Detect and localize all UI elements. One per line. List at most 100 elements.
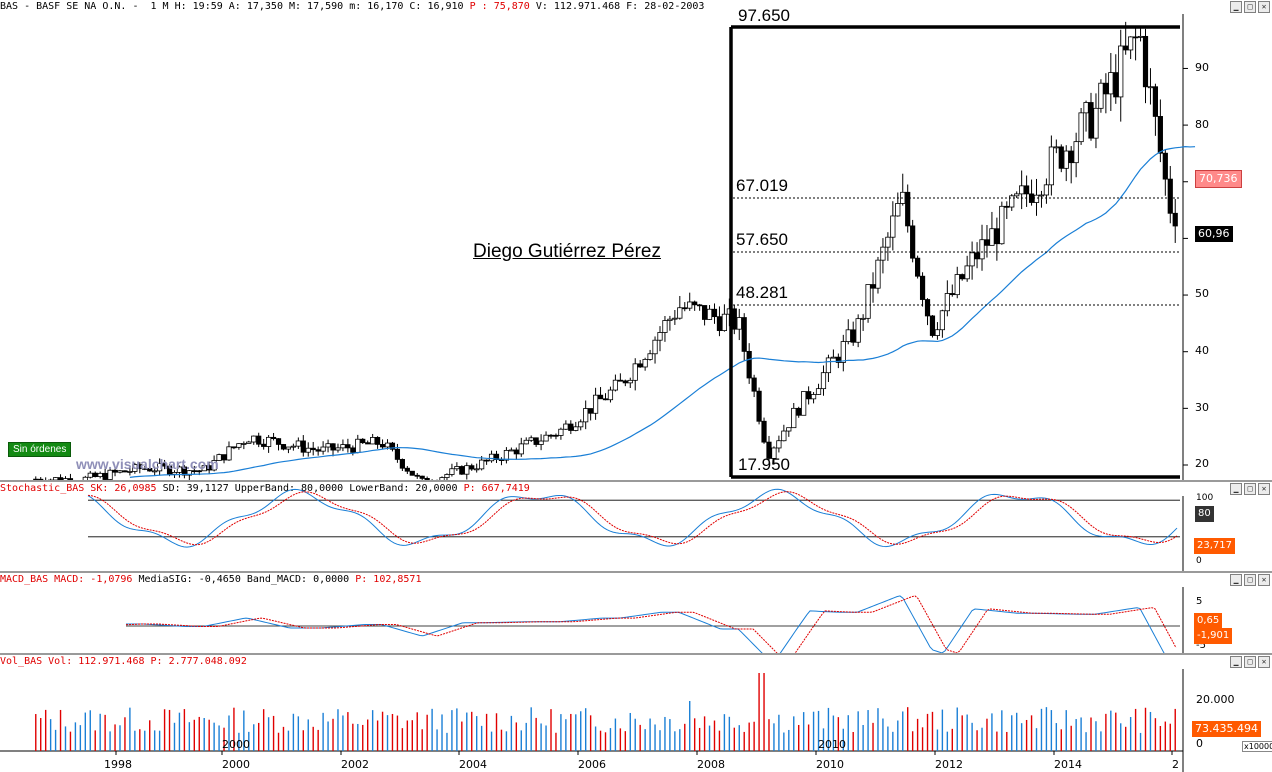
candle-body — [523, 439, 529, 445]
candle-body — [806, 391, 812, 400]
fibo-label-1: 57.650 — [736, 230, 788, 249]
candle-body — [102, 472, 108, 480]
stochastic-params: SD: 39,1127 UpperBand: 80,0000 LowerBand… — [162, 483, 464, 494]
panel-separator[interactable] — [0, 480, 1272, 482]
ma-price-badge: 70,736 — [1195, 170, 1242, 188]
candle-body — [1053, 146, 1059, 149]
price-panel[interactable]: BAS - BASF SE NA O.N. - 1 M H: 19:59 A: … — [0, 0, 1272, 481]
stoch-value-badge: 23,717 — [1194, 538, 1235, 554]
candle-body — [820, 372, 827, 390]
minimize-button[interactable]: ▁ — [1230, 574, 1242, 586]
candle-body — [226, 446, 232, 461]
maximize-button[interactable]: □ — [1244, 1, 1256, 13]
candle-body — [340, 444, 346, 449]
candle-body — [191, 470, 197, 473]
price-ytick: 30 — [1195, 401, 1209, 414]
candle-body — [687, 301, 693, 309]
stochastic-panel[interactable]: Stochastic_BAS SK: 26,0985 SD: 39,1127 U… — [0, 482, 1272, 571]
candle-body — [1019, 185, 1025, 195]
volume-multiplier: x10000 — [1242, 741, 1272, 752]
candle-body — [122, 470, 128, 473]
candle-body — [508, 449, 514, 452]
candle-body — [766, 441, 772, 459]
candle-body — [449, 468, 455, 475]
x-year-label: 2000 — [222, 758, 250, 771]
macd-panel[interactable]: MACD_BAS MACD: -1,0796 MediaSIG: -0,4650… — [0, 573, 1272, 653]
close-button[interactable]: ✕ — [1258, 574, 1270, 586]
candle-body — [1068, 150, 1074, 164]
candle-body — [786, 427, 792, 432]
maximize-button[interactable]: □ — [1244, 574, 1256, 586]
candle-body — [147, 468, 153, 472]
candle-body — [375, 437, 381, 445]
candle-body — [464, 465, 470, 475]
candle-body — [246, 441, 252, 444]
no-orders-badge[interactable]: Sin órdenes — [8, 442, 72, 457]
candle-body — [1113, 72, 1119, 98]
macd-header: MACD_BAS MACD: -1,0796 MediaSIG: -0,4650… — [0, 573, 1272, 587]
minimize-button[interactable]: ▁ — [1230, 656, 1242, 668]
candle-body — [682, 307, 688, 310]
candle-body — [216, 454, 222, 461]
candle-body — [954, 274, 960, 296]
candle-body — [840, 341, 846, 363]
candle-body — [469, 465, 475, 470]
candle-body — [667, 318, 673, 321]
candle-body — [711, 308, 718, 318]
candle-body — [137, 464, 143, 470]
candle-body — [716, 316, 723, 331]
maximize-button[interactable]: □ — [1244, 483, 1256, 495]
candle-body — [350, 447, 356, 453]
candle-body — [999, 205, 1005, 245]
price-ytick: 80 — [1195, 118, 1209, 131]
candle-body — [1024, 185, 1030, 195]
close-button[interactable]: ✕ — [1258, 656, 1270, 668]
candle-body — [132, 464, 138, 472]
candle-body — [1108, 72, 1114, 95]
candle-body — [399, 459, 405, 469]
candle-body — [825, 357, 832, 374]
candle-body — [563, 423, 569, 430]
panel-separator[interactable] — [0, 571, 1272, 573]
minimize-button[interactable]: ▁ — [1230, 483, 1242, 495]
candle-body — [1078, 112, 1084, 143]
candle-body — [845, 329, 851, 342]
volume-window-buttons: ▁ □ ✕ — [1230, 656, 1270, 668]
inner-year-label: 2010 — [818, 738, 846, 751]
candle-body — [176, 466, 183, 473]
candle-body — [632, 363, 638, 381]
candle-body — [974, 252, 980, 260]
candle-body — [251, 435, 257, 443]
candle-body — [394, 448, 401, 460]
macd-p: P: 102,8571 — [355, 574, 422, 585]
maximize-button[interactable]: □ — [1244, 656, 1256, 668]
candle-body — [1152, 86, 1159, 117]
candle-body — [389, 442, 396, 450]
candle-body — [290, 445, 296, 448]
candle-body — [924, 299, 931, 317]
candle-body — [479, 459, 485, 470]
candle-body — [117, 470, 123, 473]
candle-body — [860, 317, 866, 320]
candle-body — [746, 350, 752, 379]
candle-body — [880, 246, 886, 261]
volume-panel[interactable]: Vol_BAS Vol: 112.971.468 P: 2.777.048.09… — [0, 655, 1272, 772]
candle-body — [701, 305, 708, 320]
candle-body — [439, 477, 445, 481]
candle-body — [642, 359, 648, 368]
candle-body — [320, 446, 326, 452]
candle-body — [236, 443, 242, 448]
close-button[interactable]: ✕ — [1258, 483, 1270, 495]
price-header-suffix: V: 112.971.468 F: 28-02-2003 — [529, 1, 705, 12]
candle-body — [231, 446, 237, 449]
candle-body — [939, 310, 945, 331]
candle-body — [1014, 193, 1020, 197]
candle-body — [404, 467, 410, 472]
box-top-label: 97.650 — [738, 6, 790, 25]
candle-body — [493, 453, 500, 460]
close-button[interactable]: ✕ — [1258, 1, 1270, 13]
price-ytick: 20 — [1195, 457, 1209, 470]
minimize-button[interactable]: ▁ — [1230, 1, 1242, 13]
macd-signal-badge: 0,65 — [1194, 613, 1223, 629]
panel-separator[interactable] — [0, 653, 1272, 655]
